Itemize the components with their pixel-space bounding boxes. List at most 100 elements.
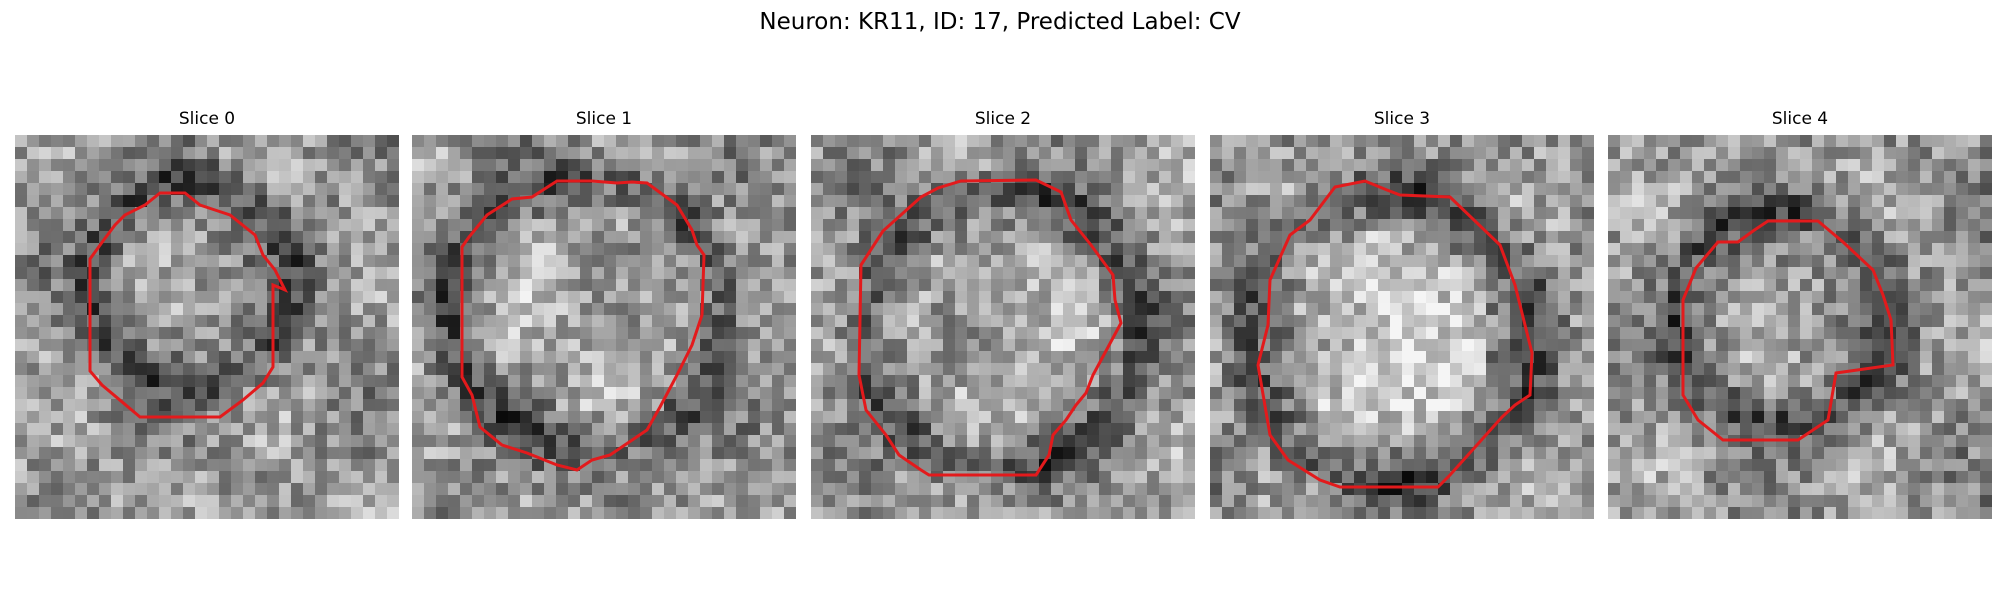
pixel: [1366, 423, 1378, 435]
pixel: [1740, 171, 1752, 183]
slice-title: Slice 2: [974, 109, 1032, 129]
pixel: [1980, 399, 1992, 411]
pixel: [219, 447, 231, 459]
pixel: [967, 459, 979, 471]
pixel: [1051, 447, 1063, 459]
pixel: [412, 195, 424, 207]
pixel: [219, 315, 231, 327]
pixel: [159, 207, 171, 219]
pixel: [688, 375, 700, 387]
pixel: [883, 375, 895, 387]
pixel: [991, 483, 1003, 495]
pixel: [327, 315, 339, 327]
pixel: [1282, 507, 1294, 519]
pixel: [1680, 423, 1692, 435]
pixel: [484, 171, 496, 183]
pixel: [1234, 171, 1246, 183]
pixel: [979, 135, 991, 147]
pixel: [748, 423, 760, 435]
pixel: [907, 255, 919, 267]
pixel: [1486, 471, 1498, 483]
pixel: [1015, 387, 1027, 399]
pixel: [640, 459, 652, 471]
pixel: [847, 339, 859, 351]
pixel: [1896, 315, 1908, 327]
pixel: [1908, 195, 1920, 207]
pixel: [1135, 459, 1147, 471]
pixel: [327, 159, 339, 171]
pixel: [1462, 507, 1474, 519]
pixel: [375, 399, 387, 411]
pixel: [1728, 291, 1740, 303]
pixel: [351, 387, 363, 399]
pixel: [1075, 243, 1087, 255]
pixel: [1414, 375, 1426, 387]
pixel: [291, 207, 303, 219]
pixel: [1800, 447, 1812, 459]
pixel: [724, 279, 736, 291]
pixel: [243, 183, 255, 195]
pixel: [1968, 231, 1980, 243]
pixel: [159, 147, 171, 159]
pixel: [1644, 435, 1656, 447]
pixel: [1620, 387, 1632, 399]
pixel: [1222, 303, 1234, 315]
pixel: [991, 315, 1003, 327]
pixel: [1027, 303, 1039, 315]
pixel: [784, 147, 796, 159]
pixel: [772, 471, 784, 483]
pixel: [1752, 351, 1764, 363]
pixel: [1075, 411, 1087, 423]
pixel: [27, 291, 39, 303]
pixel: [1063, 171, 1075, 183]
pixel: [231, 243, 243, 255]
pixel: [327, 231, 339, 243]
pixel: [472, 447, 484, 459]
pixel: [1486, 291, 1498, 303]
pixel: [472, 351, 484, 363]
pixel: [484, 279, 496, 291]
pixel: [604, 507, 616, 519]
pixel: [823, 219, 835, 231]
pixel: [1318, 183, 1330, 195]
pixel: [1546, 135, 1558, 147]
pixel: [1402, 303, 1414, 315]
pixel: [544, 159, 556, 171]
pixel: [1063, 483, 1075, 495]
pixel: [1968, 327, 1980, 339]
pixel: [724, 159, 736, 171]
pixel: [1246, 483, 1258, 495]
pixel: [592, 255, 604, 267]
pixel: [1558, 267, 1570, 279]
pixel: [1884, 195, 1896, 207]
pixel: [1318, 219, 1330, 231]
pixel: [1896, 291, 1908, 303]
pixel: [1390, 315, 1402, 327]
pixel: [1426, 447, 1438, 459]
pixel: [1800, 231, 1812, 243]
pixel: [1183, 159, 1195, 171]
pixel: [1522, 399, 1534, 411]
pixel: [883, 411, 895, 423]
pixel: [171, 339, 183, 351]
pixel: [1836, 303, 1848, 315]
pixel: [327, 303, 339, 315]
pixel: [243, 471, 255, 483]
pixel: [883, 399, 895, 411]
pixel: [1294, 351, 1306, 363]
pixel: [183, 471, 195, 483]
pixel: [1462, 219, 1474, 231]
pixel: [943, 411, 955, 423]
pixel: [1788, 255, 1800, 267]
pixel: [219, 171, 231, 183]
pixel: [219, 327, 231, 339]
pixel: [1462, 471, 1474, 483]
pixel: [375, 195, 387, 207]
pixel: [363, 231, 375, 243]
pixel: [664, 243, 676, 255]
pixel: [27, 411, 39, 423]
pixel: [688, 483, 700, 495]
pixel: [123, 267, 135, 279]
pixel: [847, 195, 859, 207]
pixel: [1378, 159, 1390, 171]
